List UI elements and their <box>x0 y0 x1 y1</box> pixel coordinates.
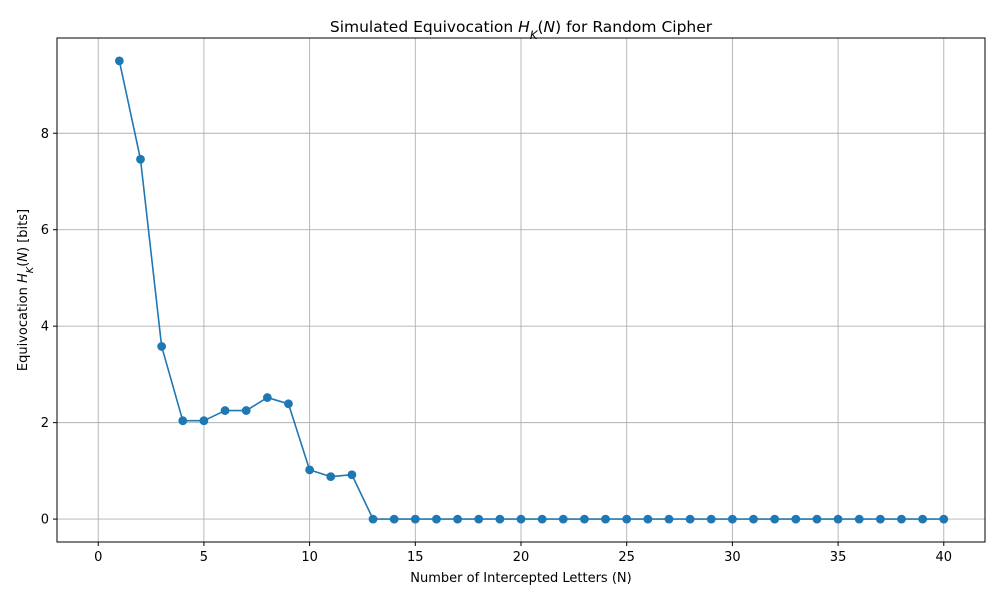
y-tick-label: 6 <box>41 223 49 238</box>
data-point <box>326 472 336 482</box>
chart-title: Simulated Equivocation HK(N) for Random … <box>330 18 713 42</box>
data-point <box>749 514 758 524</box>
data-point <box>918 514 928 524</box>
y-axis-ticks: 0 2 4 6 8 <box>41 127 57 528</box>
data-point <box>347 470 357 480</box>
y-tick-label: 2 <box>41 416 49 431</box>
data-point <box>580 514 589 524</box>
data-point <box>220 406 230 415</box>
data-point <box>939 514 949 524</box>
x-tick-label: 40 <box>936 550 953 565</box>
data-point <box>389 514 399 524</box>
data-point <box>157 342 167 351</box>
data-point <box>432 514 441 524</box>
data-point <box>601 514 610 524</box>
data-point <box>664 514 674 524</box>
x-tick-label: 0 <box>94 550 102 565</box>
data-point <box>706 514 716 524</box>
data-point <box>305 465 315 475</box>
x-tick-label: 25 <box>618 550 635 565</box>
data-point <box>495 514 505 524</box>
x-tick-label: 35 <box>830 550 847 565</box>
data-point <box>262 393 272 402</box>
y-axis-title: Equivocation HK(N) [bits] <box>16 209 36 371</box>
data-point <box>368 514 378 524</box>
data-point <box>516 514 526 524</box>
data-point <box>558 514 568 524</box>
data-point <box>622 514 632 524</box>
data-point <box>114 56 124 66</box>
data-point <box>178 416 188 426</box>
data-point <box>410 514 420 524</box>
data-point <box>199 416 209 426</box>
data-point <box>833 514 843 524</box>
x-tick-label: 30 <box>724 550 741 565</box>
x-tick-label: 10 <box>301 550 318 565</box>
data-point <box>854 514 864 524</box>
data-point <box>770 514 780 524</box>
x-tick-label: 5 <box>200 550 208 565</box>
grid <box>57 38 985 542</box>
x-tick-label: 15 <box>407 550 424 565</box>
data-point <box>453 514 462 524</box>
series-line <box>118 60 944 520</box>
x-tick-label: 20 <box>513 550 530 565</box>
x-axis-ticks: 0 5 10 15 20 25 30 35 40 <box>94 542 952 565</box>
y-tick-label: 8 <box>41 127 49 142</box>
data-point <box>727 514 737 524</box>
data-point <box>537 514 547 524</box>
x-axis-title: Number of Intercepted Letters (N) <box>410 571 631 586</box>
data-point <box>875 514 885 524</box>
data-point <box>643 514 653 524</box>
data-point <box>791 514 801 524</box>
data-point <box>897 514 906 524</box>
y-tick-label: 0 <box>41 513 49 528</box>
data-point <box>812 514 822 524</box>
data-point <box>136 154 145 164</box>
data-point <box>241 406 251 415</box>
data-point <box>685 514 695 524</box>
data-point <box>284 399 293 409</box>
y-tick-label: 4 <box>41 320 49 335</box>
series-layer <box>114 56 949 524</box>
data-point <box>474 514 484 524</box>
